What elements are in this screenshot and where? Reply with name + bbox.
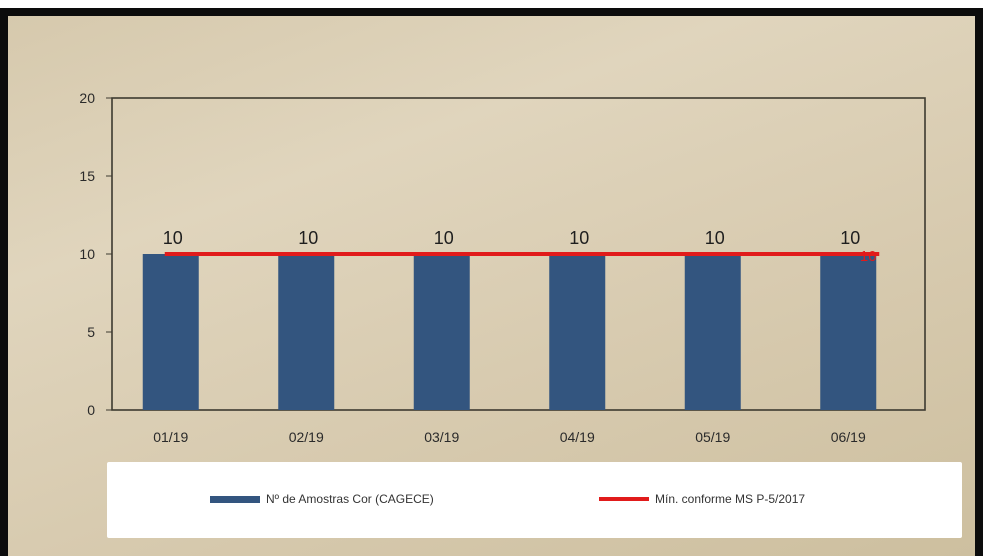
x-tick-label: 06/19 (831, 429, 866, 445)
x-tick-label: 03/19 (424, 429, 459, 445)
reference-line-series: 10 (164, 248, 880, 265)
x-tick-label: 01/19 (153, 429, 188, 445)
x-tick-label: 04/19 (560, 429, 595, 445)
legend-label-line: Mín. conforme MS P-5/2017 (655, 492, 806, 506)
bar (142, 254, 199, 410)
y-tick-label: 15 (79, 168, 95, 184)
bar (278, 254, 335, 410)
bar-data-label: 10 (298, 228, 318, 248)
y-axis-ticks: 0 5 10 15 20 (79, 90, 112, 418)
bar-data-label: 10 (840, 228, 860, 248)
bar-data-labels: 10 10 10 10 10 10 (163, 228, 861, 248)
y-tick-label: 5 (87, 324, 95, 340)
x-tick-label: 02/19 (289, 429, 324, 445)
legend: Nº de Amostras Cor (CAGECE) Mín. conform… (107, 462, 962, 538)
bar-series (142, 254, 877, 410)
bar-data-label: 10 (163, 228, 183, 248)
legend-item-bars: Nº de Amostras Cor (CAGECE) (210, 492, 434, 506)
x-tick-label: 05/19 (695, 429, 730, 445)
x-axis-ticks: 01/19 02/19 03/19 04/19 05/19 06/19 (153, 429, 866, 445)
bar-data-label: 10 (705, 228, 725, 248)
legend-bar-swatch (210, 495, 260, 503)
bar-data-label: 10 (434, 228, 454, 248)
legend-item-line: Mín. conforme MS P-5/2017 (599, 492, 805, 506)
y-tick-label: 10 (79, 246, 95, 262)
y-tick-label: 20 (79, 90, 95, 106)
bar (684, 254, 741, 410)
bar (413, 254, 470, 410)
bar-data-label: 10 (569, 228, 589, 248)
y-tick-label: 0 (87, 402, 95, 418)
bar (549, 254, 606, 410)
legend-label-bars: Nº de Amostras Cor (CAGECE) (266, 492, 434, 506)
reference-line-end-label: 10 (860, 248, 877, 265)
bar (820, 254, 877, 410)
legend-line-swatch (599, 497, 649, 501)
